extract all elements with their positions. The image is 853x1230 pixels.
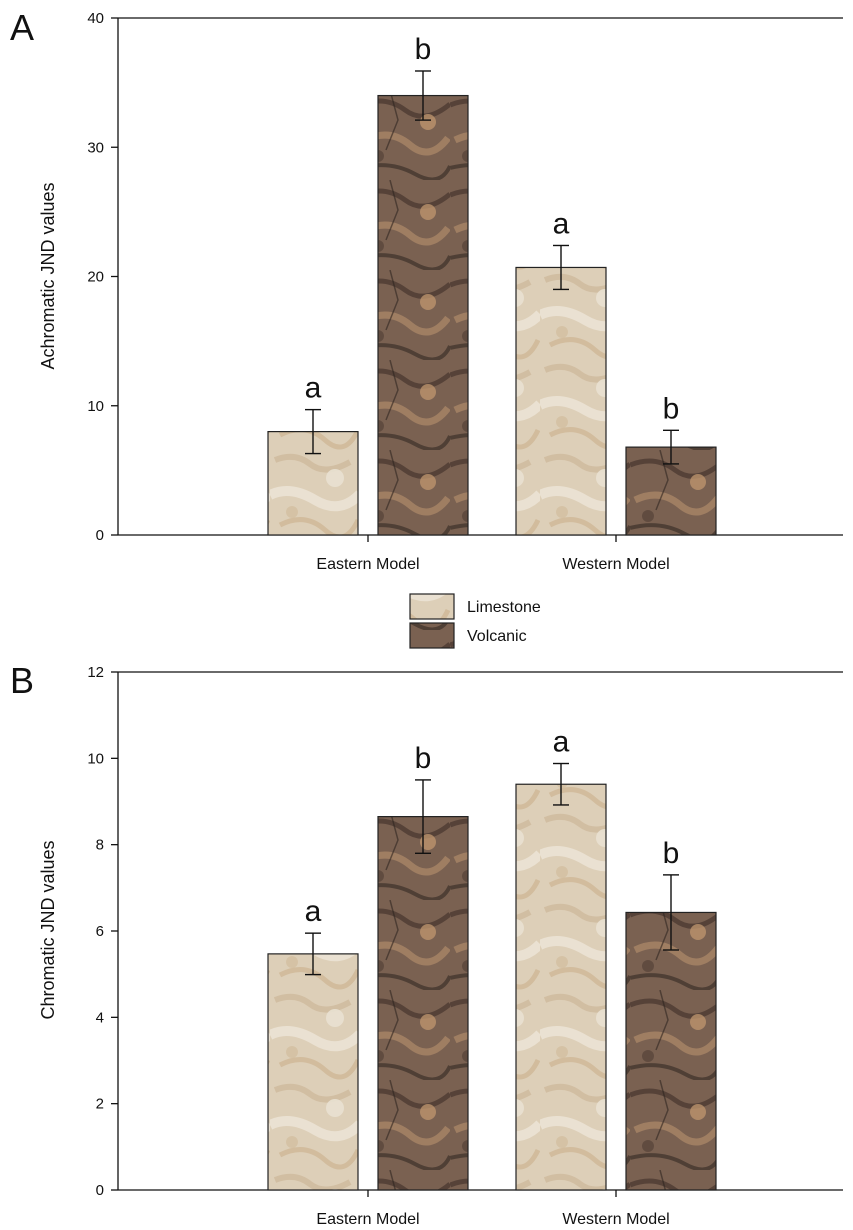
y-tick-label: 0 xyxy=(96,1182,104,1199)
panel-b-plot: 0 2 4 6 8 10 12 Eastern Model Western Model a a b b xyxy=(87,664,843,1228)
legend-label-volcanic: Volcanic xyxy=(467,628,527,645)
panel-a-plot: 0 10 20 30 40 Eastern Model Western Model a a b b xyxy=(87,10,843,573)
y-tick-label: 2 xyxy=(96,1096,104,1113)
x-tick-label: Western Model xyxy=(562,1211,669,1228)
significance-letter: a xyxy=(553,726,570,759)
x-tick-label: Western Model xyxy=(562,556,669,573)
bar-volcanic-western xyxy=(625,911,717,1191)
y-tick-label: 4 xyxy=(96,1009,104,1026)
bar-limestone-western xyxy=(515,266,607,536)
significance-letter: a xyxy=(305,895,322,928)
bar-volcanic-eastern xyxy=(377,94,469,536)
y-tick-label: 10 xyxy=(87,398,104,415)
significance-letter: a xyxy=(553,207,570,240)
significance-letter: b xyxy=(415,33,432,66)
y-tick-label: 20 xyxy=(87,269,104,286)
y-tick-label: 12 xyxy=(87,664,104,681)
legend: Limestone Volcanic xyxy=(409,593,541,649)
panel-b-y-axis-title: Chromatic JND values xyxy=(38,840,58,1019)
y-tick-label: 8 xyxy=(96,837,104,854)
y-tick-label: 0 xyxy=(96,527,104,544)
panel-letter-a: A xyxy=(10,7,34,48)
x-tick-label: Eastern Model xyxy=(316,1211,419,1228)
legend-swatch-limestone xyxy=(409,593,455,620)
legend-swatch-volcanic xyxy=(409,622,455,649)
legend-label-limestone: Limestone xyxy=(467,599,541,616)
significance-letter: a xyxy=(305,372,322,405)
bar-limestone-western xyxy=(515,783,607,1191)
bar-limestone-eastern xyxy=(267,953,359,1191)
panel-letter-b: B xyxy=(10,660,34,701)
significance-letter: b xyxy=(415,742,432,775)
y-tick-label: 40 xyxy=(87,10,104,27)
significance-letter: b xyxy=(663,837,680,870)
y-tick-label: 10 xyxy=(87,750,104,767)
panel-a-y-axis-title: Achromatic JND values xyxy=(38,182,58,369)
significance-letter: b xyxy=(663,392,680,425)
y-tick-label: 30 xyxy=(87,139,104,156)
bar-volcanic-eastern xyxy=(377,816,469,1191)
x-tick-label: Eastern Model xyxy=(316,556,419,573)
y-tick-label: 6 xyxy=(96,923,104,940)
